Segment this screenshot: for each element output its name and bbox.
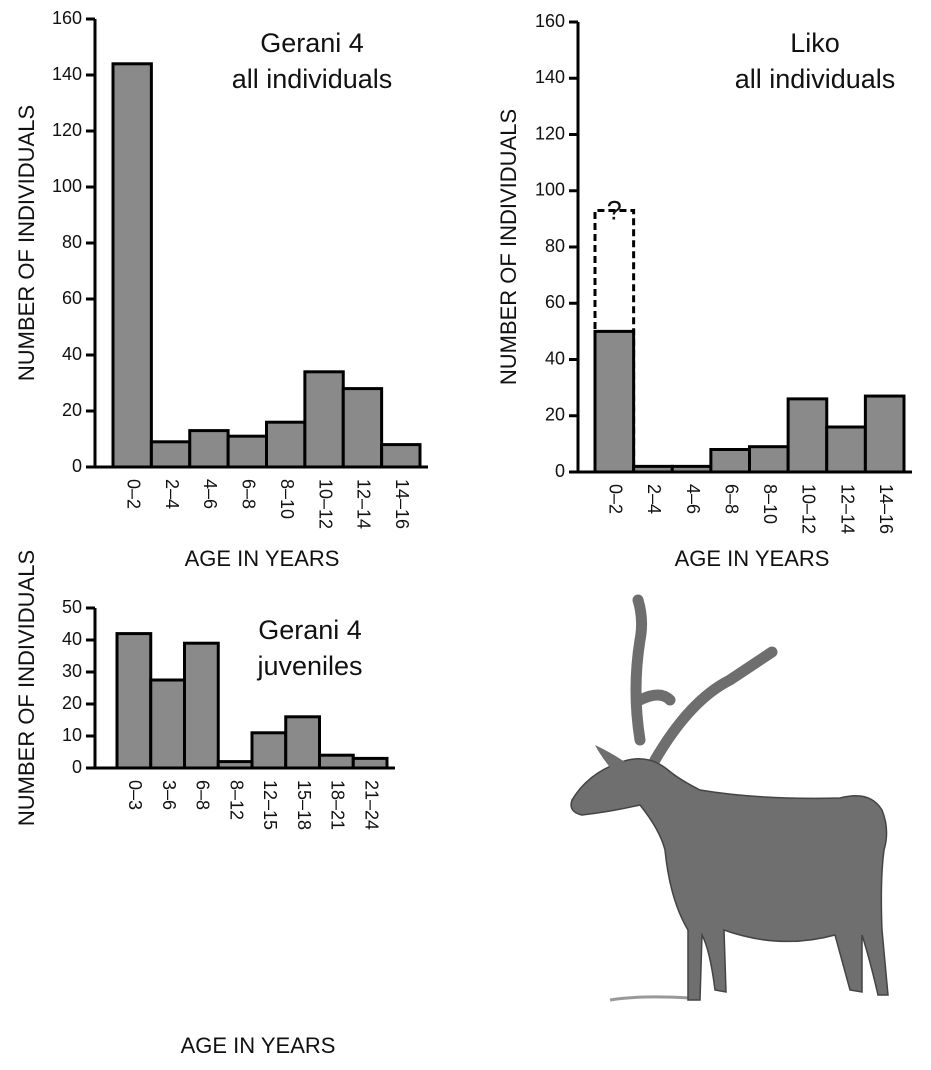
bar [303,370,345,469]
x-tick-label: 12–14 [837,484,857,534]
y-tick-label: 0 [72,456,82,476]
y-tick-label: 60 [62,288,82,308]
chart-subtitle: juveniles [256,651,362,681]
bar [863,394,906,474]
x-tick-label: 10–12 [315,479,335,529]
y-tick-label: 140 [52,64,82,84]
x-tick-label: 2–4 [162,479,182,509]
chart-title: Gerani 4 [260,28,364,58]
x-axis-label: AGE IN YEARS [675,546,830,571]
y-tick-label: 30 [62,661,82,681]
x-tick-label: 0–2 [606,484,626,514]
y-tick-label: 140 [535,67,565,87]
bar [593,329,636,474]
x-tick-label: 6–8 [239,479,259,509]
x-axis-label: AGE IN YEARS [185,546,340,571]
x-tick-label: 8–10 [760,484,780,524]
x-tick-label: 4–6 [683,484,703,514]
x-tick-label: 15–18 [294,780,314,830]
y-tick-label: 40 [545,348,565,368]
y-axis-label: NUMBER OF INDIVIDUALS [496,109,521,385]
x-tick-label: 6–8 [193,780,213,810]
y-tick-label: 40 [62,629,82,649]
bar [380,443,422,469]
x-tick-label: 18–21 [328,780,348,830]
x-axis-label: AGE IN YEARS [181,1033,336,1058]
y-tick-label: 0 [72,757,82,777]
y-tick-label: 100 [52,176,82,196]
annotation: ? [607,196,622,226]
bar [265,420,307,469]
y-tick-label: 10 [62,725,82,745]
x-tick-label: 12–14 [354,479,374,529]
x-tick-label: 4–6 [200,479,220,509]
y-tick-label: 20 [545,405,565,425]
y-tick-label: 80 [545,236,565,256]
y-tick-label: 20 [62,693,82,713]
chart-title: Gerani 4 [258,615,362,645]
x-tick-label: 12–15 [260,780,280,830]
bar [188,429,230,469]
bar [318,753,355,770]
y-tick-label: 60 [545,292,565,312]
y-tick-label: 120 [535,123,565,143]
x-tick-label: 10–12 [799,484,819,534]
x-tick-label: 2–4 [644,484,664,514]
y-tick-label: 40 [62,344,82,364]
x-tick-label: 3–6 [159,780,179,810]
bar [250,731,288,770]
y-tick-label: 0 [555,461,565,481]
bar [786,397,829,474]
y-axis-label: NUMBER OF INDIVIDUALS [14,105,39,381]
bar [149,678,186,770]
x-tick-label: 0–2 [123,479,143,509]
x-tick-label: 8–12 [226,780,246,820]
y-tick-label: 80 [62,232,82,252]
y-tick-label: 50 [62,597,82,617]
x-tick-label: 14–16 [392,479,412,529]
y-tick-label: 160 [52,8,82,28]
bar [748,445,790,474]
x-tick-label: 6–8 [721,484,741,514]
y-axis-label: NUMBER OF INDIVIDUALS [14,550,39,826]
bar [709,448,751,474]
y-tick-label: 160 [535,11,565,31]
bar [183,641,220,770]
y-tick-label: 120 [52,120,82,140]
chart-title: Liko [790,28,840,58]
x-tick-label: 0–3 [125,780,145,810]
bar [226,434,268,469]
x-tick-label: 14–16 [876,484,896,534]
x-tick-label: 21–24 [361,780,381,830]
bar [341,387,384,469]
bar [115,632,153,770]
bar [111,62,153,469]
bar [149,440,192,469]
y-tick-label: 100 [535,180,565,200]
chart-subtitle: all individuals [232,64,393,94]
chart-subtitle: all individuals [735,64,896,94]
y-tick-label: 20 [62,400,82,420]
x-tick-label: 8–10 [277,479,297,519]
deer-illustration [570,594,889,1002]
bar [825,425,867,474]
bar [284,715,321,770]
